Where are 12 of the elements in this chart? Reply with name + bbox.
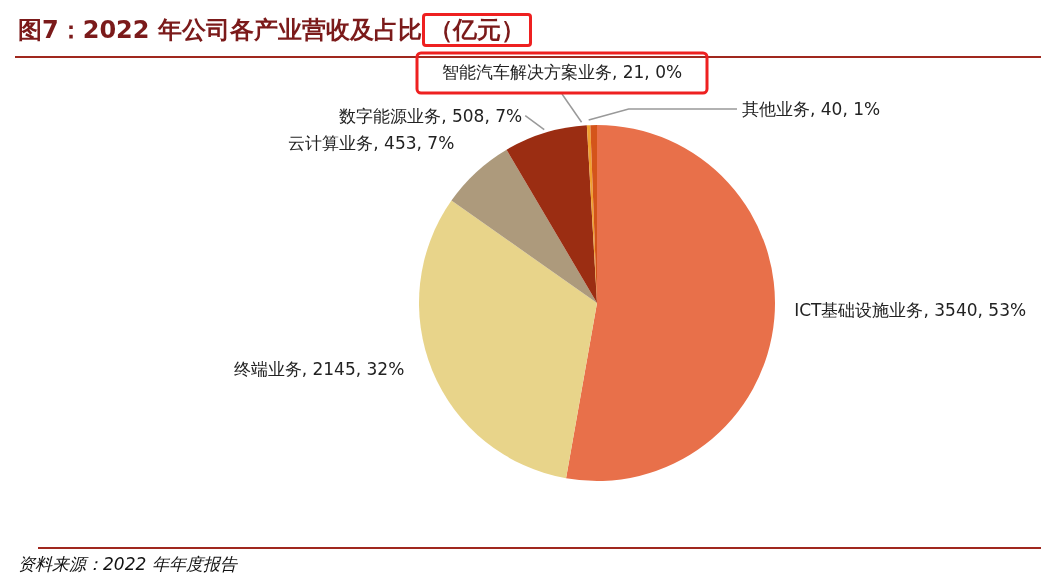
- text: 资料来源：2022 年年度报告: [18, 553, 237, 576]
- slice-label: 终端业务, 2145, 32%: [233, 359, 405, 380]
- pie-slice: [419, 200, 597, 479]
- slice-label: ICT基础设施业务, 3540, 53%: [794, 299, 1027, 320]
- slice-label: 智能汽车解决方案业务, 21, 0%: [441, 62, 683, 82]
- highlight-frame: （亿元）: [421, 13, 532, 47]
- pie-slice: [506, 125, 597, 303]
- slice-label: 数字能源业务, 508, 7%: [339, 105, 523, 126]
- pie-slice: [451, 149, 597, 303]
- slice-label: 云计算业务, 453, 7%: [288, 132, 455, 153]
- pie-slice: [566, 125, 775, 481]
- slice-label: 其他业务, 40, 1%: [742, 99, 881, 119]
